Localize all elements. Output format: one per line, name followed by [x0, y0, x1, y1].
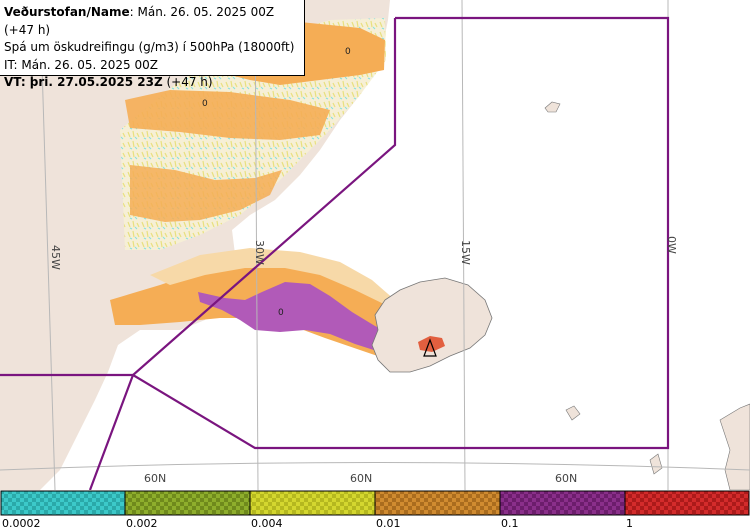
legend-label-3: 0.01	[376, 517, 401, 530]
legend-swatch-1	[0, 490, 126, 516]
forecast-info-box: Veðurstofan/Name: Mán. 26. 05. 2025 00Z …	[0, 0, 305, 89]
legend-swatch-2	[124, 490, 251, 516]
meridian-label-45w: 45W	[49, 245, 62, 270]
island-faroe	[565, 405, 581, 421]
iceland-land	[371, 277, 493, 373]
header-line-source: Veðurstofan/Name: Mán. 26. 05. 2025 00Z …	[4, 4, 300, 39]
parallel-label-60n-west: 60N	[144, 472, 166, 485]
legend-label-2: 0.004	[251, 517, 283, 530]
source-time: : Mán. 26. 05. 2025 00Z (+47 h)	[4, 5, 275, 37]
ash-light-plume-edge	[150, 248, 395, 305]
ash-orange-band-lower	[130, 165, 282, 222]
legend-labels: 0.0002 0.002 0.004 0.01 0.1 1	[0, 517, 750, 532]
contour-label: 0	[345, 47, 351, 57]
valid-time-offset: (+47 h)	[162, 75, 213, 89]
parallel-label-60n-east: 60N	[555, 472, 577, 485]
legend-label-1: 0.002	[126, 517, 158, 530]
valid-time-label: VT:	[4, 75, 26, 89]
ash-dispersion-map: 45W 30W 15W 0W 60N 60N 60N 0 0 0	[0, 0, 750, 490]
legend-label-5: 1	[626, 517, 633, 530]
ash-orange-band-mid	[125, 90, 330, 140]
legend-swatch-6	[624, 490, 750, 516]
valid-time-value: þri. 27.05.2025 23Z	[25, 75, 163, 89]
contour-label: 0	[202, 99, 208, 109]
source-name: Veðurstofan/Name	[4, 5, 130, 19]
meridian-label-15w: 15W	[459, 240, 472, 265]
concentration-legend	[0, 490, 750, 516]
meridian-label-0w: 0W	[665, 236, 678, 254]
advisory-boundary	[0, 16, 670, 490]
legend-label-4: 0.1	[501, 517, 519, 530]
header-line-initial-time: IT: Mán. 26. 05. 2025 00Z	[4, 57, 158, 72]
parallel-label-60n-center: 60N	[350, 472, 372, 485]
norway-coast	[719, 403, 750, 490]
graticule	[0, 0, 750, 490]
header-line-valid-time: VT: þri. 27.05.2025 23Z (+47 h)	[4, 74, 300, 92]
volcano-marker	[423, 338, 437, 357]
legend-swatch-3	[249, 490, 376, 516]
legend-swatch-5	[499, 490, 626, 516]
island-jan-mayen	[544, 101, 561, 113]
legend-label-0: 0.0002	[2, 517, 41, 530]
header-line-description: Spá um öskudreifingu (g/m3) í 500hPa (18…	[4, 40, 295, 54]
shetland	[649, 453, 663, 475]
contour-label: 0	[278, 308, 284, 318]
legend-swatch-4	[374, 490, 501, 516]
meridian-label-30w: 30W	[253, 240, 266, 265]
ash-purple-core	[198, 282, 425, 356]
